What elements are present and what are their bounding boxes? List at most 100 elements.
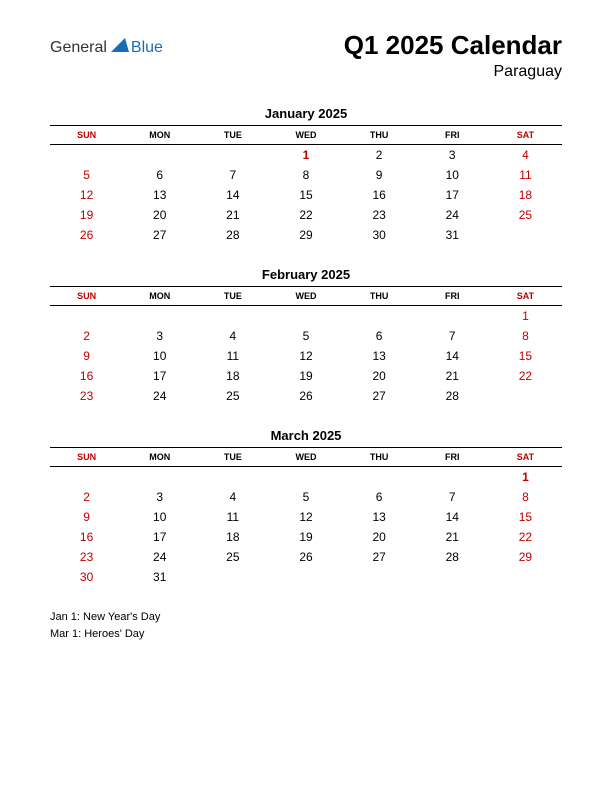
calendar-cell: 21 <box>416 366 489 386</box>
calendar-cell: 19 <box>50 205 123 225</box>
calendar-cell: 19 <box>269 527 342 547</box>
day-header: WED <box>269 287 342 306</box>
calendar-cell: 7 <box>196 165 269 185</box>
calendar-table: SUNMONTUEWEDTHUFRISAT1234567891011121314… <box>50 447 562 587</box>
calendar-cell: 15 <box>489 507 562 527</box>
calendar-row: 567891011 <box>50 165 562 185</box>
logo-triangle-icon <box>111 38 129 57</box>
day-header: SAT <box>489 287 562 306</box>
calendar-cell: 16 <box>343 185 416 205</box>
calendar-row: 3031 <box>50 567 562 587</box>
calendar-cell: 23 <box>50 547 123 567</box>
day-header: THU <box>343 126 416 145</box>
calendar-row: 23242526272829 <box>50 547 562 567</box>
calendar-cell: 3 <box>416 145 489 166</box>
calendar-cell <box>269 567 342 587</box>
calendar-cell: 23 <box>50 386 123 406</box>
calendar-cell <box>196 567 269 587</box>
calendar-cell <box>269 467 342 488</box>
calendar-cell: 10 <box>123 507 196 527</box>
calendar-cell: 19 <box>269 366 342 386</box>
calendar-cell <box>416 467 489 488</box>
calendar-cell: 9 <box>343 165 416 185</box>
calendar-cell <box>489 225 562 245</box>
title-block: Q1 2025 Calendar Paraguay <box>344 30 562 81</box>
day-header: SUN <box>50 287 123 306</box>
calendar-cell: 11 <box>196 507 269 527</box>
calendar-cell: 28 <box>416 547 489 567</box>
calendar-cell: 17 <box>123 527 196 547</box>
calendar-cell: 28 <box>196 225 269 245</box>
day-header: TUE <box>196 126 269 145</box>
calendars-container: January 2025SUNMONTUEWEDTHUFRISAT1234567… <box>50 106 562 587</box>
calendar-cell: 5 <box>269 326 342 346</box>
calendar-cell: 29 <box>269 225 342 245</box>
calendar-cell: 2 <box>343 145 416 166</box>
calendar-cell: 17 <box>123 366 196 386</box>
calendar-cell: 25 <box>489 205 562 225</box>
logo: General Blue <box>50 30 163 57</box>
calendar-cell: 14 <box>416 346 489 366</box>
calendar-cell: 4 <box>196 326 269 346</box>
calendar-table: SUNMONTUEWEDTHUFRISAT1234567891011121314… <box>50 125 562 245</box>
day-header: SAT <box>489 126 562 145</box>
calendar-cell: 20 <box>123 205 196 225</box>
calendar-cell: 22 <box>269 205 342 225</box>
calendar-cell: 8 <box>489 326 562 346</box>
calendar-row: 12131415161718 <box>50 185 562 205</box>
day-header: MON <box>123 448 196 467</box>
calendar-cell: 28 <box>416 386 489 406</box>
calendar-cell <box>196 306 269 327</box>
calendar-cell <box>50 306 123 327</box>
calendar-cell: 14 <box>416 507 489 527</box>
day-header: FRI <box>416 287 489 306</box>
calendar-cell: 25 <box>196 547 269 567</box>
calendar-cell: 1 <box>489 467 562 488</box>
day-header: FRI <box>416 126 489 145</box>
calendar-cell: 21 <box>416 527 489 547</box>
calendar-cell: 24 <box>123 547 196 567</box>
calendar-cell: 12 <box>50 185 123 205</box>
day-header: THU <box>343 287 416 306</box>
calendar-cell: 4 <box>196 487 269 507</box>
calendar-cell <box>416 567 489 587</box>
calendar-cell: 24 <box>123 386 196 406</box>
calendar-cell: 27 <box>123 225 196 245</box>
day-header: SUN <box>50 448 123 467</box>
calendar-row: 1 <box>50 467 562 488</box>
calendar-cell: 7 <box>416 326 489 346</box>
calendar-cell: 23 <box>343 205 416 225</box>
day-header: FRI <box>416 448 489 467</box>
calendar-row: 1 <box>50 306 562 327</box>
month-title: February 2025 <box>50 267 562 282</box>
calendar-cell: 2 <box>50 326 123 346</box>
calendar-cell: 13 <box>343 346 416 366</box>
calendar-cell: 26 <box>269 386 342 406</box>
calendar-cell <box>343 306 416 327</box>
month-title: January 2025 <box>50 106 562 121</box>
calendar-row: 2345678 <box>50 326 562 346</box>
calendar-cell: 6 <box>343 326 416 346</box>
calendar-cell: 3 <box>123 487 196 507</box>
calendar-row: 19202122232425 <box>50 205 562 225</box>
header: General Blue Q1 2025 Calendar Paraguay <box>50 30 562 81</box>
day-header: SAT <box>489 448 562 467</box>
calendar-row: 2345678 <box>50 487 562 507</box>
calendar-row: 9101112131415 <box>50 507 562 527</box>
day-header: WED <box>269 126 342 145</box>
calendar-cell <box>123 467 196 488</box>
calendar-cell: 8 <box>489 487 562 507</box>
calendar-cell <box>416 306 489 327</box>
page-title: Q1 2025 Calendar <box>344 30 562 61</box>
calendar-cell: 12 <box>269 507 342 527</box>
calendar-cell: 25 <box>196 386 269 406</box>
calendar-cell: 30 <box>343 225 416 245</box>
day-header: THU <box>343 448 416 467</box>
month-block: March 2025SUNMONTUEWEDTHUFRISAT123456789… <box>50 428 562 587</box>
calendar-cell: 3 <box>123 326 196 346</box>
calendar-cell <box>196 467 269 488</box>
calendar-cell: 10 <box>416 165 489 185</box>
calendar-cell: 17 <box>416 185 489 205</box>
calendar-row: 232425262728 <box>50 386 562 406</box>
calendar-cell: 6 <box>123 165 196 185</box>
